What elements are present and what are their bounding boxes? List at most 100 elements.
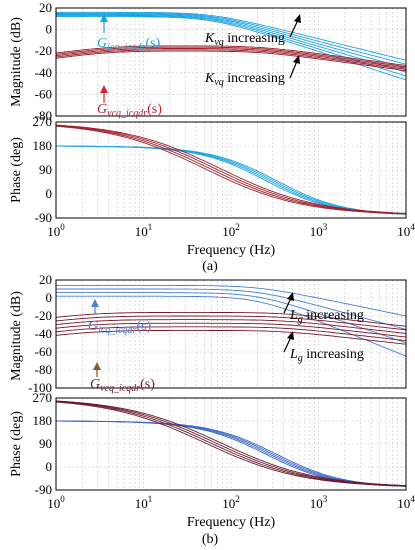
icq-paren: (s)	[145, 36, 160, 51]
x-tick-label: 102	[222, 494, 240, 511]
series-line-1-3	[55, 124, 407, 214]
series-line-0-0	[56, 11, 407, 61]
arrow-kvq-top	[289, 19, 299, 38]
y-tick-label: 180	[33, 138, 53, 153]
y-tick-label: -100	[28, 380, 52, 395]
icq-symbol: G	[97, 36, 107, 51]
y-tick-label: -60	[35, 86, 52, 101]
y-axis-label: Phase (deg)	[9, 411, 24, 477]
panel-a-phase: 270 180 90 0 -90 100 101 102 103 104 Phase (deg)…	[9, 114, 415, 274]
y-tick-label: 180	[33, 413, 53, 428]
y-tick-label: 90	[39, 162, 52, 177]
y-tick-label: -90	[35, 482, 52, 497]
kvq-annotation-bottom: Kvq increasing	[204, 55, 300, 88]
y-tick-label: 20	[39, 272, 52, 287]
series-line-0-0	[56, 284, 407, 317]
x-tick-label: 101	[135, 222, 153, 239]
vcq-arrowhead	[100, 85, 108, 93]
series-line-0-3	[56, 145, 407, 215]
y-tick-label: -80	[35, 362, 52, 377]
y-tick-label: -80	[35, 108, 52, 123]
series-line-1-2	[55, 319, 407, 334]
series-line-1-2	[55, 400, 407, 487]
y-tick-label: -60	[35, 344, 52, 359]
vcq-legend-label: Gvcq_icqdr(s)	[97, 85, 162, 119]
y-axis-label: Magnitude (dB)	[9, 291, 24, 381]
series-line-1-5	[55, 329, 407, 345]
icq-arrowhead-b	[91, 299, 99, 307]
x-tick-label: 103	[310, 222, 328, 239]
series-line-1-2	[55, 48, 407, 69]
series-line-1-1	[55, 46, 407, 68]
vcq-symbol-b: G	[90, 377, 100, 392]
series-line-1-1	[55, 125, 407, 215]
vcq-paren: (s)	[147, 102, 162, 117]
y-tick-label: -20	[35, 308, 52, 323]
y-tick-label: 0	[46, 186, 53, 201]
series-line-1-0	[55, 311, 407, 327]
y-tick-label: 90	[39, 436, 52, 451]
svg-text:Gicq_icqdr(s): Gicq_icqdr(s)	[88, 319, 152, 336]
icq-symbol-b: G	[88, 319, 98, 334]
y-tick-label: -40	[35, 65, 52, 80]
vcq-subscript-b: vcq_icqdr	[100, 383, 140, 394]
caption-b: (b)	[202, 532, 219, 547]
x-tick-label: 100	[47, 494, 65, 511]
axes-frame	[55, 121, 407, 219]
series-line-1-4	[55, 50, 407, 72]
y-tick-label: 0	[46, 22, 53, 37]
axes-frame	[55, 7, 407, 117]
arrow-lg-bottom	[283, 336, 292, 353]
y-tick-label: 0	[46, 459, 53, 474]
y-tick-label: 270	[33, 390, 53, 405]
series-line-0-5	[56, 16, 407, 81]
series-line-1-1	[55, 315, 407, 331]
kvq-annotation-top: Kvq increasing	[204, 14, 301, 48]
arrow-kvq-bottom	[289, 60, 298, 79]
series-line-1-2	[55, 124, 407, 214]
series-line-1-0	[55, 45, 407, 66]
series-line-1-3	[55, 322, 407, 338]
vcq-paren-b: (s)	[140, 377, 155, 392]
lg-annotation-bottom: Lg increasing	[283, 331, 364, 364]
y-tick-label: 270	[33, 114, 53, 129]
icq-legend-label: Gicq_icqdr(s)	[97, 14, 161, 53]
lg-annotation-top: Lg increasing	[283, 292, 364, 325]
series-line-0-0	[56, 145, 407, 215]
axes-frame	[55, 397, 407, 491]
y-tick-label: 0	[46, 290, 53, 305]
icq-subscript: icq_icqdr	[107, 42, 145, 53]
icq-legend-label-b: Gicq_icqdr(s)	[88, 299, 152, 336]
svg-text:Kvq increasing: Kvq increasing	[204, 71, 285, 88]
series-line-0-3	[56, 420, 407, 487]
x-tick-label: 104	[397, 222, 415, 239]
x-axis-label: Frequency (Hz)	[187, 243, 276, 258]
panel-b-magnitude: 20 0 -20 -40 -60 -80 -100 Magnitude (dB) Gicq_…	[9, 272, 407, 395]
y-tick-label: -20	[35, 43, 52, 58]
vcq-subscript: vcq_icqdr	[107, 108, 147, 119]
panel-b-phase: 270 180 90 0 -90 100 101 102 103 104 Phase (deg)…	[9, 390, 415, 547]
icq-arrowhead	[100, 14, 108, 22]
arrow-lg-top	[283, 297, 292, 314]
icq-subscript-b: icq_icqdr	[98, 325, 136, 336]
y-tick-label: -90	[35, 210, 52, 225]
svg-text:Gvcq_icqdr(s): Gvcq_icqdr(s)	[90, 377, 155, 394]
series-line-1-4	[55, 326, 407, 342]
series-line-1-3	[55, 400, 407, 486]
series-line-1-0	[55, 125, 407, 215]
series-line-1-1	[55, 401, 407, 487]
svg-text:Gicq_icqdr(s): Gicq_icqdr(s)	[97, 36, 161, 53]
x-tick-label: 103	[310, 494, 328, 511]
y-tick-label: 20	[39, 0, 52, 15]
series-line-1-0	[55, 401, 406, 487]
svg-text:Lg increasing: Lg increasing	[289, 347, 364, 364]
caption-a: (a)	[202, 259, 218, 274]
x-axis-label: Frequency (Hz)	[187, 515, 276, 530]
series-line-0-1	[56, 12, 407, 65]
vcq-arrowhead-b	[93, 362, 101, 370]
vcq-legend-label-b: Gvcq_icqdr(s)	[90, 362, 155, 394]
panel-a-magnitude: 20 0 -20 -40 -60 -80 Magnitude (dB) Gicq_icqd…	[9, 0, 407, 123]
x-tick-label: 102	[222, 222, 240, 239]
svg-text:Gvcq_icqdr(s): Gvcq_icqdr(s)	[97, 102, 162, 119]
